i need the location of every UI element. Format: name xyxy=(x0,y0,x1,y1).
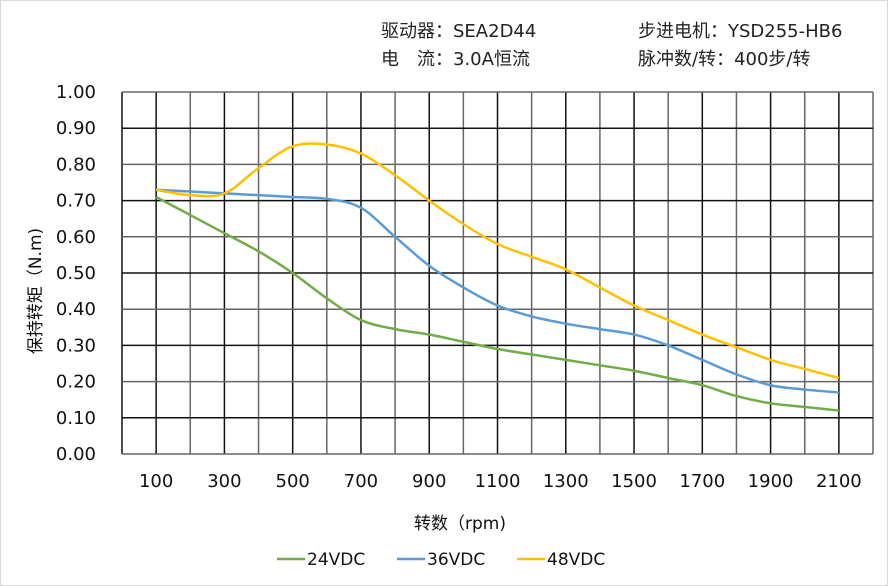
y-tick-label: 0.40 xyxy=(56,299,96,320)
series-line-36vdc xyxy=(156,188,839,394)
legend-label: 24VDC xyxy=(307,550,365,570)
motor-label: 步进电机：YSD255-HB6 xyxy=(638,21,843,42)
y-axis-label: 保持转矩（N.m) xyxy=(26,228,46,354)
current-label: 电 流：3.0A恒流 xyxy=(381,49,530,70)
y-tick-label: 0.10 xyxy=(56,408,96,429)
y-tick-label: 0.00 xyxy=(56,444,96,465)
legend-label: 48VDC xyxy=(547,550,605,570)
x-tick-label: 1300 xyxy=(543,471,589,492)
y-tick-label: 0.70 xyxy=(56,191,96,212)
x-tick-label: 700 xyxy=(344,471,378,492)
y-tick-label: 0.30 xyxy=(56,335,96,356)
pulses-label: 脉冲数/转：400步/转 xyxy=(638,49,811,70)
x-tick-label: 2100 xyxy=(816,471,862,492)
y-tick-label: 1.00 xyxy=(56,82,96,103)
x-tick-label: 500 xyxy=(276,471,310,492)
x-tick-label: 1500 xyxy=(611,471,657,492)
x-tick-label: 1100 xyxy=(475,471,521,492)
y-tick-label: 0.20 xyxy=(56,372,96,393)
legend-label: 36VDC xyxy=(427,550,485,570)
series-line-24vdc xyxy=(155,195,839,412)
y-tick-label: 0.50 xyxy=(56,263,96,284)
x-tick-label: 1900 xyxy=(748,471,794,492)
y-tick-label: 0.90 xyxy=(56,118,96,139)
y-tick-label: 0.60 xyxy=(56,227,96,248)
x-tick-label: 300 xyxy=(207,471,241,492)
y-tick-label: 0.80 xyxy=(56,154,96,175)
x-tick-label: 900 xyxy=(412,471,446,492)
x-axis-label: 转数（rpm) xyxy=(414,514,506,534)
x-tick-label: 1700 xyxy=(679,471,725,492)
driver-label: 驱动器：SEA2D44 xyxy=(381,21,537,42)
x-tick-label: 100 xyxy=(139,471,173,492)
series-line-48vdc xyxy=(155,142,840,380)
